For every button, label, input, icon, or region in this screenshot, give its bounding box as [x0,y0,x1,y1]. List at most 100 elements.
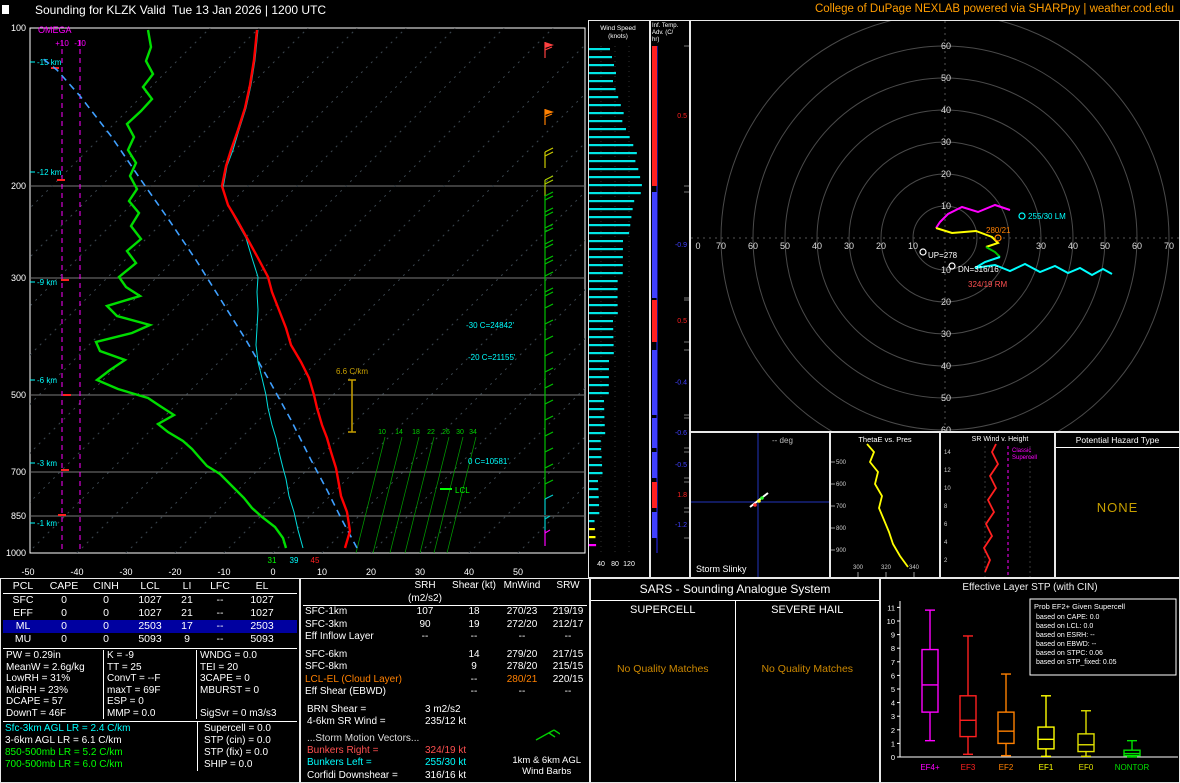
svg-text:900: 900 [836,548,847,554]
kinematic-row: SFC-1km 107 18 270/23 219/19 [305,606,584,617]
svg-text:0: 0 [695,241,700,251]
svg-text:120: 120 [623,561,635,568]
svg-text:30: 30 [1036,241,1046,251]
svg-text:2: 2 [944,558,948,564]
thermo-stats-panel: PCL CAPE CINH LCL LI LFC EL SFC 0 0 1027 21 -- 1027 EF… [0,578,300,783]
svg-text:50: 50 [941,73,951,83]
svg-text:-20 C=21155': -20 C=21155' [468,353,516,362]
svg-text:22: 22 [427,429,435,436]
svg-text:50: 50 [941,393,951,403]
stp-panel: Effective Layer STP (with CIN) 0 1 2 3 4 5 6 7 8… [880,578,1180,783]
svg-text:Adv. (C/: Adv. (C/ [652,30,674,36]
svg-text:based on STP_fixed: 0.05: based on STP_fixed: 0.05 [1036,659,1117,666]
sr-wind-panel: SR Wind v. Height 14 12 10 8 6 4 2 Classic Superc… [940,432,1055,578]
svg-text:850: 850 [11,511,26,521]
svg-text:280/21: 280/21 [986,226,1011,235]
svg-text:EF1: EF1 [1039,763,1054,772]
sr-wind-chart: SR Wind v. Height 14 12 10 8 6 4 2 ClassicSuperc… [944,436,1037,577]
svg-text:OMEGA: OMEGA [38,25,72,35]
svg-text:-0.6: -0.6 [675,430,687,437]
height-labels: -15 km -12 km -9 km -6 km -3 km -1 km [30,58,62,528]
credit-link[interactable]: College of DuPage NEXLAB powered via SHA… [814,3,1174,15]
svg-text:10: 10 [317,567,327,577]
svg-text:50: 50 [1100,241,1110,251]
moist-adiabat-labels: 10 14 18 22 26 30 34 [378,429,477,436]
svg-text:-1 km: -1 km [37,519,57,528]
svg-text:8: 8 [891,644,895,653]
svg-text:30: 30 [415,567,425,577]
temp-advection-chart: Inf. Temp.Adv. (C/hr) 0.5 -0.9 0.5 -0.4 -0.6 -… [652,23,689,553]
svg-text:4: 4 [891,699,895,708]
svg-text:SR Wind v. Height: SR Wind v. Height [972,436,1029,443]
wind-barb-caption: 1km & 6km AGL Wind Barbs [512,727,581,777]
svg-text:100: 100 [11,23,26,33]
svg-text:20: 20 [876,241,886,251]
svg-text:10: 10 [378,429,386,436]
svg-text:20: 20 [366,567,376,577]
svg-text:14: 14 [944,450,951,456]
svg-text:-30: -30 [119,567,132,577]
svg-text:30: 30 [941,137,951,147]
lapse-rate-list: Sfc-3km AGL LR = 2.4 C/km 3-6km AGL LR = … [3,722,198,771]
kinematic-row: Eff Inflow Layer -- -- -- -- [305,631,572,642]
surface-values: 31 39 45 [268,556,320,565]
barb-caption-line2: Wind Barbs [522,766,572,777]
parcel-table-header: PCL CAPE CINH LCL LI LFC EL [3,580,297,594]
svg-text:60: 60 [1132,241,1142,251]
storm-motion-vectors: Bunkers Right = 324/19 kt Bunkers Left = … [303,745,587,783]
svg-text:-6 km: -6 km [37,376,57,385]
wind-barbs [544,42,554,546]
parcel-row: EFF 0 0 1027 21 -- 1027 [13,607,274,619]
theta-e-panel: ThetaE vs. Pres 500 600 700 800 900 300 320 340 [830,432,940,578]
svg-text:4: 4 [944,540,948,546]
svg-text:10: 10 [941,201,951,211]
thermo-indices: PW = 0.29in K = -9 WNDG = 0.0 MeanW = 2.6g/… [3,648,297,719]
composite-indices-list: Supercell = 0.0 STP (cin) = 0.0 STP (fix) … [204,723,271,770]
title-bar: Sounding for KLZK Valid Tue 13 Jan 2026 … [0,0,1180,20]
svg-text:LCL: LCL [455,486,470,495]
svg-text:200: 200 [11,181,26,191]
svg-text:40: 40 [941,361,951,371]
svg-text:10: 10 [887,617,895,626]
svg-text:-40: -40 [70,567,83,577]
svg-text:-3 km: -3 km [37,459,57,468]
storm-slinky-chart: Storm Slinky -- deg [691,433,829,577]
svg-text:0: 0 [891,753,895,762]
svg-text:-12 km: -12 km [37,168,62,177]
svg-text:3: 3 [891,712,895,721]
kinematic-row: SFC-3km 90 19 272/20 212/17 [305,618,584,630]
svg-text:60: 60 [941,425,951,431]
sars-panel: SARS - Sounding Analogue System SUPERCEL… [590,578,880,783]
storm-motion-row: Bunkers Right = 324/19 kt [307,744,467,756]
svg-text:Storm Slinky: Storm Slinky [696,564,747,574]
sars-supercell-column[interactable]: SUPERCELL No Quality Matches [591,601,735,781]
svg-text:based on ESRH: --: based on ESRH: -- [1036,632,1095,639]
svg-text:hr): hr) [652,37,659,43]
parcel-row: ML 0 0 2503 17 -- 2503 [3,620,297,633]
hazard-panel: Potential Hazard Type NONE [1055,432,1180,578]
svg-text:20: 20 [941,297,951,307]
svg-text:Classic: Classic [1012,448,1031,454]
storm-motion-header: ...Storm Motion Vectors... [307,732,420,744]
hazard-value: NONE [1096,500,1139,515]
svg-text:26: 26 [442,429,450,436]
skewt-chart[interactable]: 10 14 18 22 26 30 34 OMEGA +10 -10 -15 km -12 km -9 … [0,20,588,578]
skewt-grid [29,27,586,554]
svg-text:10: 10 [908,241,918,251]
stp-title: Effective Layer STP (with CIN) [962,582,1098,593]
sars-hail-result: No Quality Matches [761,662,854,675]
svg-text:9: 9 [891,631,895,640]
sars-hail-column[interactable]: SEVERE HAIL No Quality Matches [734,601,880,781]
hodograph-chart[interactable]: 10 10 20 20 30 30 40 40 50 50 60 60 10 20 30 40 50 60 70 30… [691,21,1179,431]
hodograph-panel[interactable]: 10 10 20 20 30 30 40 40 50 50 60 60 10 20 30 40 50 60 70 30… [690,20,1180,432]
svg-text:-50: -50 [21,567,34,577]
wind-barb-icon [535,729,560,741]
wind-speed-panel: Wind Speed (knots) 40 80 120 [588,20,650,578]
skewt-panel[interactable]: 10 14 18 22 26 30 34 OMEGA +10 -10 -15 km -12 km -9 … [0,20,588,578]
svg-text:-0.4: -0.4 [675,380,687,387]
svg-text:8: 8 [944,504,948,510]
svg-text:12: 12 [944,468,951,474]
parcel-row: MU 0 0 5093 9 -- 5093 [14,633,274,645]
svg-text:1000: 1000 [6,548,26,558]
svg-text:-1.2: -1.2 [675,522,687,529]
